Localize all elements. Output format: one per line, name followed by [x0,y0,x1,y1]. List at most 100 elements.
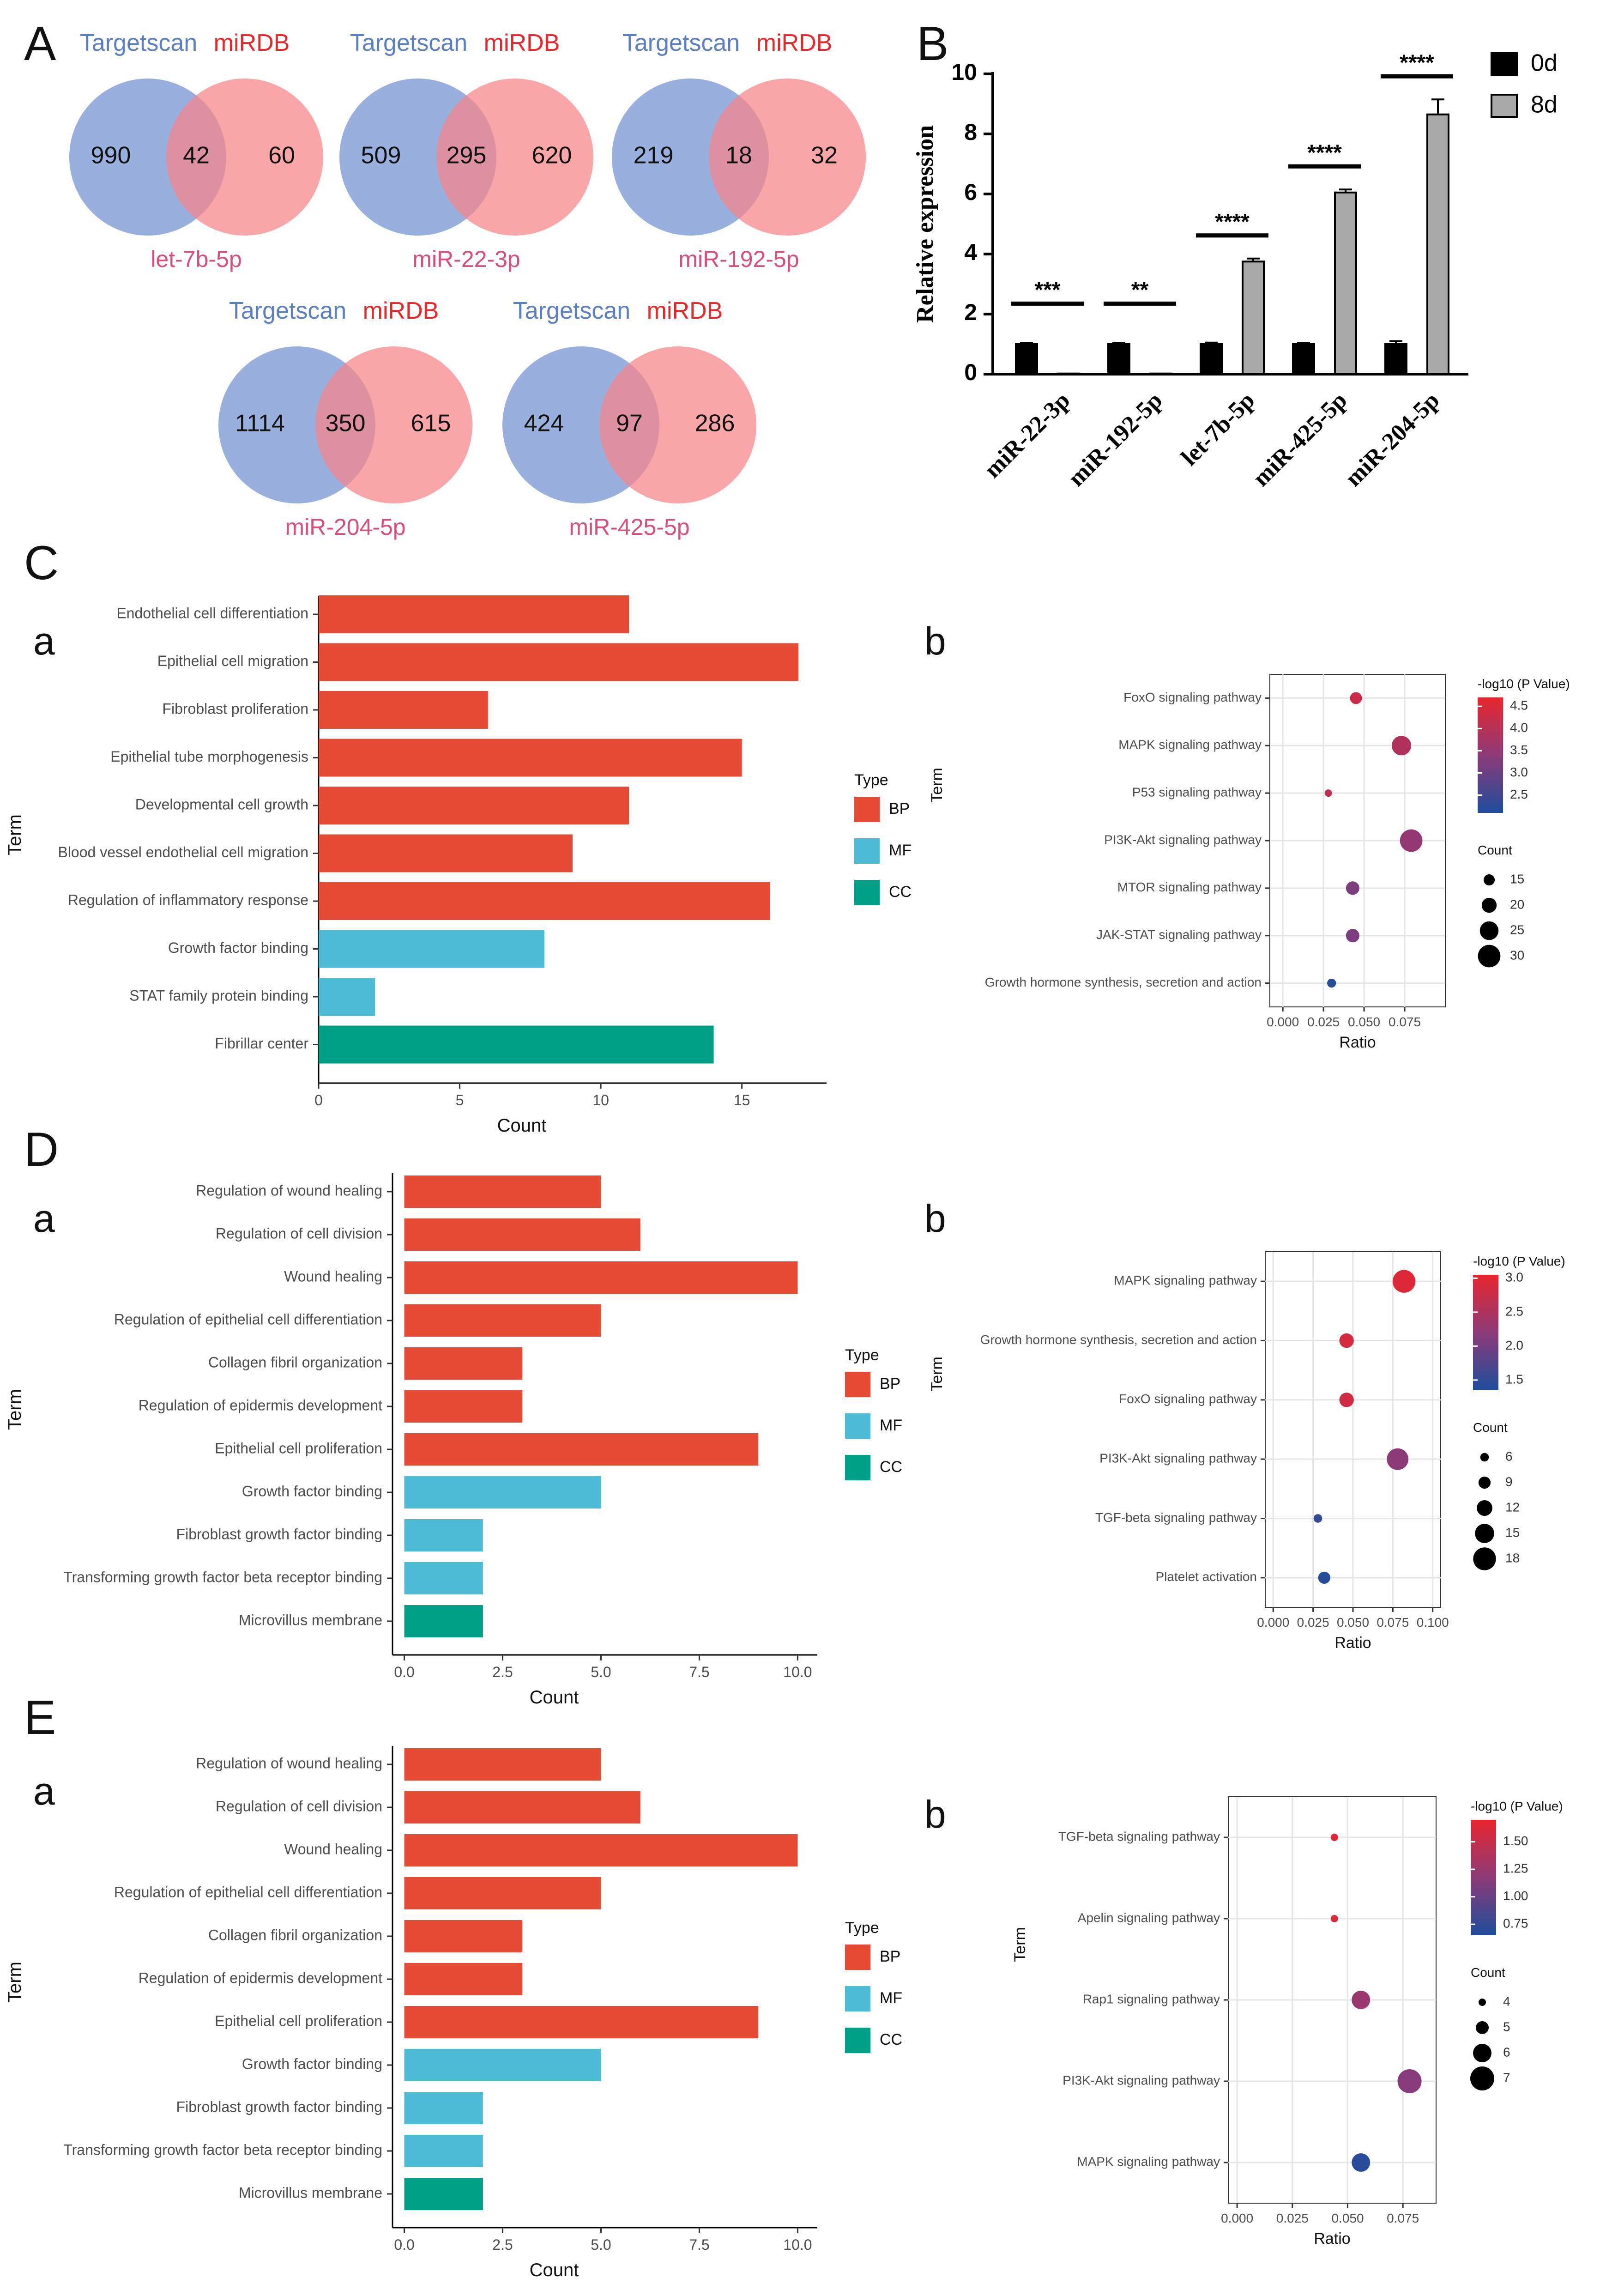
term-label: Apelin signaling pathway [1078,1910,1220,1925]
venn-left-count: 1114 [235,410,285,437]
bar-fibroblast-growth-factor-binding [404,2092,483,2124]
term-label: JAK-STAT signaling pathway [1096,927,1262,942]
legend-title: Type [854,771,888,789]
legend-label-mf: MF [889,842,912,859]
x-axis-label: Count [530,1687,579,1708]
venn-mirdb-label: miRDB [214,30,290,56]
y-tick-label: 8 [964,119,977,145]
x-tick-label: 10.0 [783,2236,812,2253]
venn-right-count: 60 [268,142,295,169]
x-axis-label: Ratio [1314,2230,1350,2248]
bar-developmental-cell-growth [319,787,629,824]
venn-targetscan-label: Targetscan [350,30,467,56]
color-legend-label: 1.5 [1505,1372,1523,1386]
term-label: Regulation of wound healing [196,1755,382,1771]
x-tick-label: 0.100 [1417,1615,1449,1630]
x-tick-label: miR-425-5p [1248,387,1352,491]
term-label: Transforming growth factor beta receptor… [63,1569,382,1585]
venn-targetscan-label: Targetscan [622,30,740,56]
bar-transforming-growth-factor-beta-receptor-binding [404,2135,483,2167]
significance-marker: **** [1307,140,1342,165]
bar-endothelial-cell-differentiation [319,595,629,633]
x-tick-label: let-7b-5p [1176,387,1260,471]
venn-right-count: 286 [695,410,735,437]
bar-0d-mir-204-5p [1384,343,1407,375]
bar-growth-factor-binding [404,2049,601,2081]
panel-sublabel-db: b [924,1197,946,1240]
y-axis-label: Term [5,1962,25,2003]
size-legend-dot [1473,1547,1496,1570]
significance-marker: **** [1400,50,1434,75]
x-tick-label: 0.075 [1377,1615,1409,1630]
bar-epithelial-cell-migration [319,643,798,681]
color-legend-title: -log10 (P Value) [1478,677,1570,691]
term-label: Epithelial cell proliferation [215,2012,382,2029]
venn-mirna-label: miR-22-3p [412,246,520,272]
legend-label-0d: 0d [1531,50,1558,77]
term-label: Epithelial cell proliferation [215,1440,382,1456]
legend-swatch-8d [1491,94,1518,118]
venn-overlap-count: 295 [447,142,487,169]
chart-c-go-terms: Endothelial cell differentiation Epitheli… [5,595,912,1136]
dot-mapk-signaling-pathway [1352,2153,1371,2172]
term-label: Growth hormone synthesis, secretion and … [985,975,1262,989]
venn-mirna-label: miR-204-5p [285,514,405,540]
size-legend-dot [1476,2021,1489,2034]
legend-label-cc: CC [880,2031,902,2048]
chart-d-go-terms: Regulation of wound healing Regulation of… [5,1173,902,1708]
term-label: Blood vessel endothelial cell migration [58,844,308,860]
bar-regulation-of-epithelial-cell-differentiation [404,1877,601,1909]
venn-overlap-count: 18 [725,142,752,169]
dot-pi3k-akt-signaling-pathway [1400,829,1423,852]
bar-8d-mir-204-5p [1426,113,1449,375]
color-legend-label: 3.0 [1505,1270,1523,1284]
x-axis-label: Ratio [1334,1634,1371,1652]
dot-jak-stat-signaling-pathway [1346,929,1359,943]
x-axis-label: Ratio [1339,1034,1376,1051]
y-tick-label: 0 [964,359,977,385]
x-tick-label: 0.075 [1387,2211,1419,2225]
venn-targetscan-label: Targetscan [80,30,197,56]
chart-d-kegg-pathways: MAPK signaling pathway Growth hormone syn… [928,1251,1565,1652]
dot-mapk-signaling-pathway [1392,1270,1416,1293]
term-label: MAPK signaling pathway [1118,738,1262,752]
x-tick-label: 0.000 [1267,1015,1299,1029]
bar-growth-factor-binding [404,1476,601,1508]
x-tick-label: 0.0 [394,2236,414,2253]
size-legend-label: 9 [1505,1474,1513,1489]
term-label: MTOR signaling pathway [1117,880,1262,894]
chart-c-kegg-pathways: FoxO signaling pathway MAPK signaling pat… [928,674,1570,1051]
bar-blood-vessel-endothelial-cell-migration [319,834,573,872]
term-label: Wound healing [284,1268,382,1284]
y-axis-label: Relative expression [912,125,938,323]
size-legend-dot [1473,2044,1491,2062]
term-label: Regulation of cell division [216,1798,382,1814]
bar-stat-family-protein-binding [319,978,375,1016]
bar-wound-healing [404,1834,798,1866]
term-label: TGF-beta signaling pathway [1095,1510,1257,1525]
term-label: Fibroblast growth factor binding [176,2098,382,2115]
venn-mirdb-label: miRDB [647,297,723,324]
size-legend-dot [1479,921,1499,940]
venn-right-count: 615 [411,410,451,437]
term-label: Regulation of inflammatory response [68,891,308,908]
bar-collagen-fibril-organization [404,1347,523,1380]
term-label: PI3K-Akt signaling pathway [1099,1451,1257,1466]
term-label: Wound healing [284,1841,382,1857]
term-label: Fibroblast growth factor binding [176,1526,382,1542]
bar-0d-mir-425-5p [1292,343,1315,375]
panel-letter-a: A [24,17,56,71]
term-label: Transforming growth factor beta receptor… [63,2141,382,2158]
color-legend-label: 2.0 [1505,1338,1523,1352]
dot-apelin-signaling-pathway [1330,1915,1338,1922]
size-legend-dot [1483,874,1495,886]
chart-e-kegg-pathways: TGF-beta signaling pathway Apelin signali… [1011,1796,1563,2248]
legend-swatch-mf [845,1413,870,1439]
bar-0d-let-7b-5p [1200,343,1223,375]
legend-label-cc: CC [889,883,912,901]
color-legend-label: 2.5 [1505,1304,1523,1318]
venn-mir-425-5p: Targetscan miRDB 424 97 286 miR-425-5p [502,297,756,540]
term-label: Endothelial cell differentiation [116,605,308,621]
color-legend-label: 0.75 [1503,1916,1528,1931]
legend-swatch-cc [854,880,880,905]
